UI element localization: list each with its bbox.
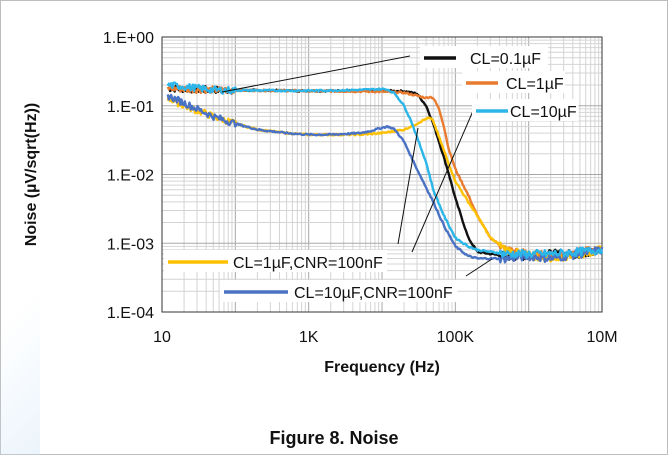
legend-label: CL=10µF [510, 104, 577, 121]
legend-background [164, 250, 387, 272]
leader-line [397, 127, 419, 245]
series-line-cl-10-f-cnr-100nf [166, 93, 604, 264]
series-lines [166, 81, 604, 264]
leader-line [221, 55, 411, 93]
y-tick-labels: 1.E+00 1.E-01 1.E-02 1.E-03 1.E-04 [103, 30, 154, 322]
x-tick-label: 1K [299, 329, 319, 346]
y-axis-label: Noise (µV/sqrt(Hz)) [23, 103, 40, 246]
legend-label: CL=1µF [506, 76, 564, 93]
y-tick-label: 1.E-02 [107, 168, 154, 185]
leader-line [411, 103, 477, 253]
y-tick-label: 1.E-04 [107, 305, 154, 322]
legend-background [462, 71, 565, 93]
decorative-corner [0, 215, 40, 455]
y-tick-label: 1.E-03 [107, 236, 154, 253]
y-tick-label: 1.E-01 [107, 99, 154, 116]
legend-background [220, 280, 458, 302]
legend: CL=0.1µF CL=1µF CL=10µF CL=1µF,CNR=100nF CL=… [164, 46, 579, 302]
y-tick-label: 1.E+00 [103, 30, 154, 47]
legend-background [420, 46, 548, 68]
legend-label: CL=0.1µF [470, 51, 541, 68]
legend-leader-lines [221, 55, 493, 277]
x-axis-label: Frequency (Hz) [324, 359, 440, 376]
leader-line [465, 258, 493, 277]
noise-chart: 1.E+001.E-011.E-021.E-031.E-04 10 1K 100K 1… [23, 30, 618, 376]
plot-border [161, 36, 603, 313]
x-tick-label: 10 [153, 329, 171, 346]
legend-background [472, 99, 579, 121]
x-tick-label: 100K [437, 329, 475, 346]
legend-label: CL=10µF,CNR=100nF [294, 285, 453, 302]
x-tick-labels: 10 1K 100K 10M [153, 329, 617, 346]
figure-caption: Figure 8. Noise [269, 428, 399, 448]
series-line-cl-10-f [166, 81, 604, 259]
x-tick-label: 10M [586, 329, 617, 346]
legend-label: CL=1µF,CNR=100nF [233, 255, 383, 272]
